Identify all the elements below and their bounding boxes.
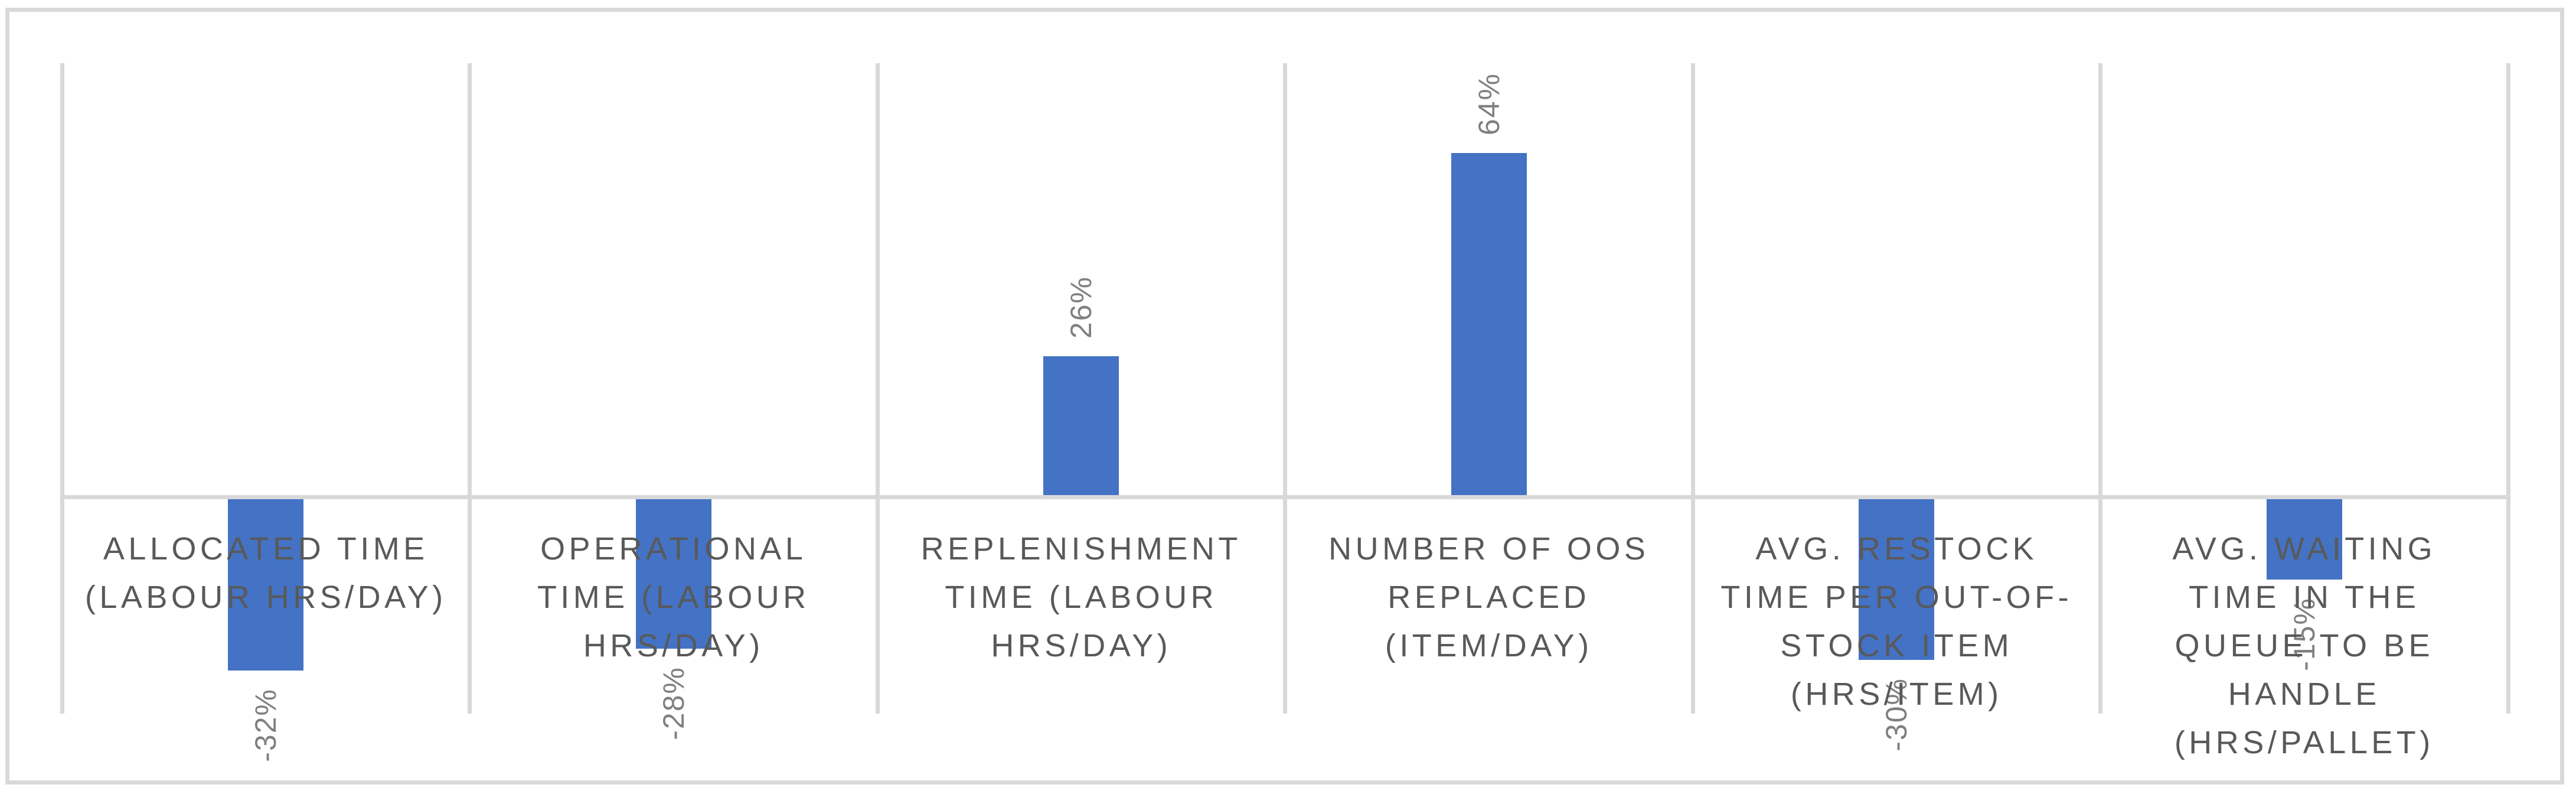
category-label-line: AVG. RESTOCK bbox=[1755, 531, 2038, 567]
value-label-4: 64% bbox=[1472, 72, 1506, 135]
value-label-2: -28% bbox=[657, 666, 690, 741]
category-label-line: AVG. WAITING bbox=[2172, 531, 2437, 567]
bar-2 bbox=[635, 499, 711, 649]
category-label-5: AVG. RESTOCK TIME PER OUT-OF- STOCK ITEM (H… bbox=[1693, 525, 2101, 718]
zero-axis-line bbox=[62, 495, 2508, 499]
category-label-line: HANDLE bbox=[2228, 676, 2381, 712]
category-label-line: REPLACED bbox=[1387, 580, 1591, 615]
category-label-line: (HRS/ITEM) bbox=[1790, 676, 2003, 712]
category-separator-gridline bbox=[875, 63, 880, 714]
bar-4 bbox=[1451, 152, 1527, 495]
category-label-line: HRS/DAY) bbox=[583, 628, 764, 663]
category-separator-gridline bbox=[1690, 63, 1695, 714]
category-label-3: REPLENISHMENT TIME (LABOUR HRS/DAY) bbox=[877, 525, 1285, 670]
category-label-line: TIME IN THE bbox=[2189, 580, 2420, 615]
bar-5 bbox=[1859, 499, 1935, 660]
category-label-line: TIME PER OUT-OF- bbox=[1720, 580, 2073, 615]
category-label-4: NUMBER OF OOS REPLACED (ITEM/DAY) bbox=[1285, 525, 1693, 670]
category-label-line: HRS/DAY) bbox=[991, 628, 1172, 663]
value-label-3: 26% bbox=[1065, 275, 1098, 339]
category-label-line: TIME (LABOUR bbox=[945, 580, 1218, 615]
category-label-2: OPERATIONAL TIME (LABOUR HRS/DAY) bbox=[470, 525, 878, 670]
category-label-1: ALLOCATED TIME (LABOUR HRS/DAY) bbox=[62, 525, 470, 621]
category-label-line: (HRS/PALLET) bbox=[2174, 725, 2434, 760]
plot-left-gridline bbox=[60, 63, 64, 714]
category-label-line: ALLOCATED TIME bbox=[103, 531, 429, 567]
bar-1 bbox=[228, 499, 304, 671]
category-separator-gridline bbox=[468, 63, 472, 714]
value-label-1: -32% bbox=[249, 688, 283, 762]
chart-outer-border bbox=[5, 8, 2564, 785]
category-label-line: (ITEM/DAY) bbox=[1385, 628, 1593, 663]
category-label-line: (LABOUR HRS/DAY) bbox=[84, 580, 447, 615]
category-label-line: OPERATIONAL bbox=[540, 531, 807, 567]
bar-6 bbox=[2266, 499, 2342, 580]
category-label-line: QUEUE TO BE bbox=[2175, 628, 2434, 663]
category-separator-gridline bbox=[1283, 63, 1287, 714]
bar-3 bbox=[1043, 356, 1119, 495]
plot-right-gridline bbox=[2506, 63, 2510, 714]
category-label-line: STOCK ITEM bbox=[1780, 628, 2013, 663]
category-label-line: TIME (LABOUR bbox=[537, 580, 810, 615]
category-label-line: REPLENISHMENT bbox=[920, 531, 1242, 567]
category-separator-gridline bbox=[2098, 63, 2102, 714]
category-label-line: NUMBER OF OOS bbox=[1328, 531, 1650, 567]
category-label-6: AVG. WAITING TIME IN THE QUEUE TO BE HANDLE… bbox=[2101, 525, 2509, 767]
